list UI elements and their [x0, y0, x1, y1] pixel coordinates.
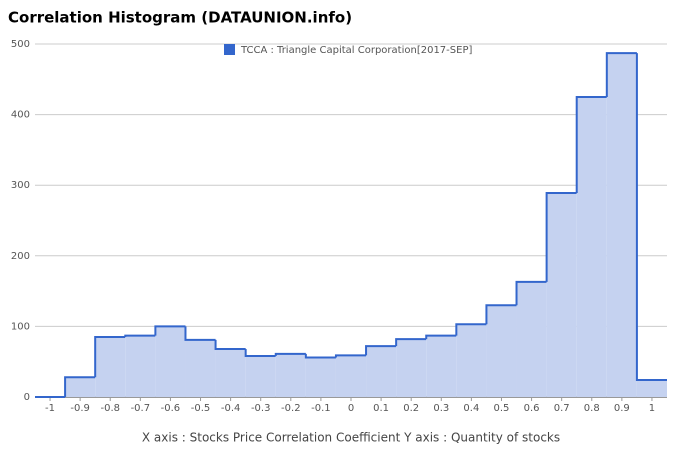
area-step: [396, 339, 427, 397]
area-step: [366, 346, 397, 397]
area-step: [606, 53, 637, 397]
y-tick-label: 100: [11, 321, 30, 332]
y-tick-label: 400: [11, 110, 30, 121]
step-line: [605, 52, 637, 97]
step-line: [274, 352, 306, 357]
step-line: [425, 334, 457, 340]
area-step: [245, 356, 276, 397]
x-tick-label: -0.5: [191, 403, 211, 414]
step-line: [635, 53, 667, 382]
y-tick-label: 0: [24, 392, 30, 403]
step-line: [515, 280, 547, 306]
step-line: [154, 325, 186, 336]
x-tick-label: 0.9: [614, 403, 630, 414]
area-step: [456, 324, 487, 397]
y-tick-label: 300: [11, 180, 30, 191]
x-tick-label: -0.3: [251, 403, 271, 414]
step-line: [395, 338, 427, 347]
x-tick-label: 0.8: [584, 403, 600, 414]
y-tick-label: 200: [11, 251, 30, 262]
area-step: [155, 326, 186, 397]
step-line: [94, 335, 126, 378]
legend-swatch: [224, 44, 235, 55]
area-step: [65, 377, 96, 397]
area-step: [215, 348, 246, 397]
x-tick-label: 0: [348, 403, 354, 414]
step-line: [545, 191, 577, 282]
step-line: [214, 339, 246, 350]
step-line: [575, 95, 607, 193]
step-line: [455, 323, 487, 336]
area-step: [185, 339, 216, 397]
step-line: [304, 353, 336, 359]
step-line: [244, 348, 276, 358]
legend-label: TCCA : Triangle Capital Corporation[2017…: [240, 45, 472, 56]
area-step: [275, 353, 306, 397]
x-tick-label: -0.1: [311, 403, 331, 414]
area-step: [546, 192, 577, 397]
x-tick-label: 0.2: [403, 403, 419, 414]
x-tick-label: 0.1: [373, 403, 389, 414]
chart-title: Correlation Histogram (DATAUNION.info): [8, 9, 352, 27]
x-tick-label: 0.4: [463, 403, 479, 414]
area-step: [426, 335, 457, 397]
step-line: [485, 304, 517, 325]
area-step: [636, 380, 667, 397]
x-tick-label: -0.4: [221, 403, 241, 414]
x-tick-label: 0.3: [433, 403, 449, 414]
x-tick-label: -0.9: [70, 403, 90, 414]
x-tick-label: 0.7: [554, 403, 570, 414]
step-line: [64, 376, 96, 397]
step-line: [365, 345, 397, 356]
step-line: [334, 354, 367, 358]
y-tick-label: 500: [11, 39, 30, 50]
area-step: [516, 281, 547, 397]
x-tick-label: -0.6: [161, 403, 181, 414]
x-tick-label: 0.5: [494, 403, 510, 414]
x-tick-label: 1: [649, 403, 655, 414]
x-tick-label: -0.2: [281, 403, 301, 414]
step-line: [124, 334, 156, 337]
x-tick-label: -0.7: [131, 403, 151, 414]
area-step: [576, 96, 607, 397]
area-step: [95, 336, 126, 397]
area-step: [125, 335, 156, 397]
area-step: [305, 357, 336, 397]
x-tick-label: -0.8: [100, 403, 120, 414]
area-step: [486, 305, 517, 397]
step-line: [184, 326, 216, 341]
area-step: [335, 355, 367, 397]
x-tick-label: 0.6: [524, 403, 540, 414]
x-axis-label: X axis : Stocks Price Correlation Coeffi…: [142, 431, 560, 445]
x-tick-label: -1: [45, 403, 55, 414]
